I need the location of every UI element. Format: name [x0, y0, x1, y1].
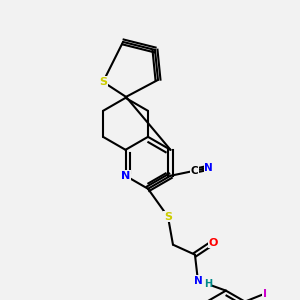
Text: O: O	[208, 238, 218, 248]
Text: N: N	[204, 163, 213, 173]
Text: N: N	[194, 276, 202, 286]
Text: S: S	[99, 77, 107, 87]
Text: S: S	[164, 212, 172, 222]
Text: N: N	[121, 171, 130, 181]
Text: I: I	[263, 289, 267, 298]
Text: C: C	[190, 166, 198, 176]
Text: H: H	[204, 279, 212, 289]
